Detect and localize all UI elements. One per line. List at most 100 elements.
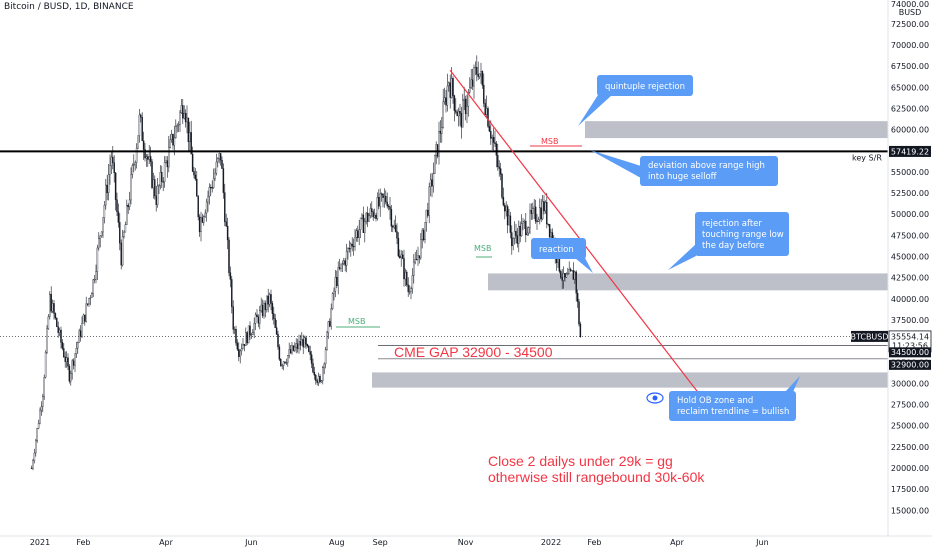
eye-icon[interactable] xyxy=(646,392,664,404)
candle-2021-08-28 xyxy=(373,214,376,218)
candle-2021-05-22 xyxy=(236,342,239,350)
msb-marker-1: MSB xyxy=(336,317,380,328)
y-tick-label: 62500.00 xyxy=(891,104,929,113)
callout-deviation[interactable]: deviation above range high into huge sel… xyxy=(590,150,778,186)
callout-rejection[interactable]: rejection after touching range low the d… xyxy=(668,212,789,270)
candle-2021-07-26 xyxy=(327,321,330,333)
y-tick-label: 65000.00 xyxy=(891,83,929,92)
candle-2021-01-18 xyxy=(63,348,65,358)
candle-2021-10-21 xyxy=(449,82,451,98)
candle-2021-09-15 xyxy=(399,255,401,258)
y-axis[interactable]: 72500.00 70000.00 67500.00 65000.00 62500.00… xyxy=(891,20,929,515)
callout-hold-line2: reclaim trendline = bullish xyxy=(677,407,789,417)
candle-2021-01-12 xyxy=(54,313,57,319)
candle-2021-06-01 xyxy=(250,334,253,336)
candle-2021-09-12 xyxy=(394,224,397,232)
candle-2021-06-27 xyxy=(287,355,289,363)
callout-hold-ob[interactable]: Hold OB zone and reclaim trendline = bul… xyxy=(669,376,800,421)
y-tick-label: 72500.00 xyxy=(891,20,929,29)
candle-2021-09-19 xyxy=(404,271,407,280)
candle-2021-11-04 xyxy=(469,86,471,93)
candle-2021-02-06 xyxy=(89,297,92,299)
candle-2020-12-29 xyxy=(35,440,37,454)
candle-2021-12-13 xyxy=(523,221,526,223)
candle-2021-06-16 xyxy=(271,303,274,314)
candle-2021-02-17 xyxy=(105,184,107,206)
candle-2021-06-08 xyxy=(260,304,262,311)
zones-layer xyxy=(372,121,888,388)
candle-2021-03-19 xyxy=(147,156,149,160)
candle-2021-07-16 xyxy=(313,372,316,376)
candle-2021-02-08 xyxy=(92,279,94,294)
candle-2021-07-07 xyxy=(301,339,303,346)
candle-2021-09-27 xyxy=(415,259,418,261)
candle-2021-02-16 xyxy=(103,204,106,218)
candle-2021-10-15 xyxy=(441,127,443,134)
candle-2021-09-20 xyxy=(406,271,408,286)
candle-2022-01-10 xyxy=(562,273,565,281)
candle-2022-01-09 xyxy=(561,277,563,281)
callout-quintuple-rejection[interactable]: quintuple rejection xyxy=(578,75,693,126)
candle-2021-09-01 xyxy=(379,193,381,207)
candle-2021-03-04 xyxy=(126,204,128,225)
candle-2021-07-03 xyxy=(295,343,297,348)
candle-2021-06-25 xyxy=(284,361,286,363)
candle-2021-09-03 xyxy=(382,193,384,198)
candle-2021-12-05 xyxy=(512,238,514,246)
candle-2020-12-31 xyxy=(37,423,40,429)
candle-2021-01-02 xyxy=(40,406,43,411)
candle-2021-08-20 xyxy=(362,214,365,233)
candle-2021-10-04 xyxy=(425,209,428,223)
candle-2020-12-27 xyxy=(32,460,34,469)
candle-2021-03-16 xyxy=(142,140,145,150)
candle-2021-08-21 xyxy=(364,220,366,233)
candle-2021-06-22 xyxy=(280,359,282,366)
candle-2021-11-22 xyxy=(494,142,496,144)
candle-2021-01-30 xyxy=(79,330,82,337)
candle-2021-11-20 xyxy=(491,137,493,139)
candle-2021-09-02 xyxy=(380,193,383,195)
candle-2021-12-27 xyxy=(543,201,545,212)
candle-2021-01-31 xyxy=(81,323,83,337)
candle-2021-08-26 xyxy=(371,208,373,213)
candle-2021-01-17 xyxy=(61,342,64,349)
candle-2021-11-13 xyxy=(481,71,484,86)
candle-2021-12-25 xyxy=(540,207,542,220)
candle-2021-03-20 xyxy=(148,156,150,160)
candle-2021-09-29 xyxy=(418,255,421,259)
candle-2021-06-04 xyxy=(254,314,257,324)
callout-rejection-line2: touching range low xyxy=(702,230,784,240)
x-axis[interactable]: 2021 Feb Apr Jun Aug Sep Nov 2022 Feb Apr Jun xyxy=(30,538,769,547)
y-tick-label: 42500.00 xyxy=(891,274,929,283)
candle-2020-12-26 xyxy=(30,467,33,469)
candle-2021-06-30 xyxy=(291,345,293,354)
candle-2021-01-28 xyxy=(77,342,79,349)
candle-2021-02-02 xyxy=(84,314,86,322)
candle-2021-03-18 xyxy=(145,156,148,159)
candle-2021-02-21 xyxy=(110,156,113,166)
candle-2021-07-23 xyxy=(323,363,325,368)
candle-2021-03-03 xyxy=(124,224,127,233)
candle-2021-10-07 xyxy=(429,179,432,187)
x-tick-label: Apr xyxy=(159,538,174,547)
y-tick-label: 67500.00 xyxy=(891,62,929,71)
candle-2021-06-07 xyxy=(259,310,261,324)
y-tick-label: 47500.00 xyxy=(891,231,929,240)
candle-2020-12-28 xyxy=(33,452,36,461)
candle-2021-11-21 xyxy=(492,137,495,143)
candle-2021-04-08 xyxy=(175,126,177,139)
candle-2022-01-08 xyxy=(560,271,562,278)
candle-2021-04-06 xyxy=(172,134,174,146)
candle-2021-08-17 xyxy=(358,229,360,238)
gap-bottom-price-tag: 32900.00 xyxy=(889,359,931,370)
candle-2021-02-24 xyxy=(114,172,117,200)
current-symbol: BTCBUSD xyxy=(850,332,888,341)
msb-marker-3: MSB xyxy=(530,137,582,147)
candle-2022-01-16 xyxy=(571,270,573,272)
candle-2021-02-27 xyxy=(119,222,121,244)
callout-reaction[interactable]: reaction xyxy=(531,238,593,273)
callout-hold-line1: Hold OB zone and xyxy=(677,396,753,406)
candle-2021-03-21 xyxy=(149,156,152,162)
key-sr-price-tag: 57419.22 xyxy=(889,145,931,157)
